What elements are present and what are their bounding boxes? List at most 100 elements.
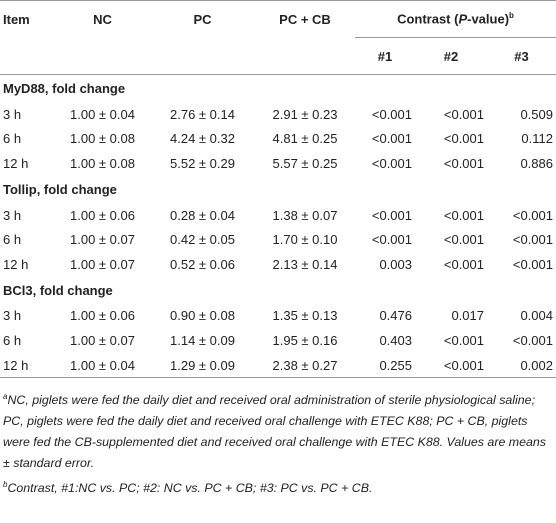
footnote-text: NC, piglets were fed the daily diet and … — [3, 393, 546, 471]
value-cell: <0.001 — [443, 155, 484, 171]
value-cell: 1.00 ± 0.08 — [70, 155, 135, 171]
data-row: 12 h 1.00 ± 0.08 5.52 ± 0.29 5.57 ± 0.25 <0.… — [0, 151, 556, 176]
time-cell: 3 h — [3, 207, 22, 223]
header-cell: #2 — [415, 37, 487, 75]
data-table: Item NC PC PC + CB Contrast (P-value)b #… — [0, 0, 556, 379]
data-row: 12 h 1.00 ± 0.07 0.52 ± 0.06 2.13 ± 0.14 0.0… — [0, 252, 556, 277]
value-cell: <0.001 — [371, 131, 412, 147]
value-cell: 0.28 ± 0.04 — [170, 207, 235, 223]
value-cell: 1.00 ± 0.07 — [70, 256, 135, 272]
data-row: 6 h 1.00 ± 0.07 1.14 ± 0.09 1.95 ± 0.16 0.40… — [0, 328, 556, 353]
header-text: -value) — [467, 11, 510, 27]
footnote-mark: b — [509, 11, 514, 21]
data-row: 3 h 1.00 ± 0.06 0.28 ± 0.04 1.38 ± 0.07 <0.0… — [0, 203, 556, 228]
value-cell: <0.001 — [371, 232, 412, 248]
value-cell: 1.00 ± 0.07 — [70, 332, 135, 348]
value-cell: 0.017 — [451, 308, 484, 324]
footnote-text: Contrast, #1:NC vs. PC; #2: NC vs. PC + … — [7, 481, 373, 496]
data-row: 6 h 1.00 ± 0.07 0.42 ± 0.05 1.70 ± 0.10 <0.0… — [0, 227, 556, 252]
subheader-row: #1 #2 #3 — [0, 37, 556, 75]
footnote: bContrast, #1:NC vs. PC; #2: NC vs. PC +… — [3, 474, 553, 499]
header-cell: #1 — [355, 37, 415, 75]
header-cell: Item — [3, 11, 30, 27]
value-cell: 4.81 ± 0.25 — [272, 131, 338, 147]
value-cell: 5.57 ± 0.25 — [272, 155, 338, 171]
data-row: 12 h 1.00 ± 0.04 1.29 ± 0.09 2.38 ± 0.27 0.2… — [0, 353, 556, 378]
value-cell: <0.001 — [443, 256, 484, 272]
value-cell: 2.38 ± 0.27 — [272, 357, 338, 373]
value-cell: 0.509 — [520, 106, 553, 122]
time-cell: 6 h — [3, 131, 22, 147]
value-cell: 1.14 ± 0.09 — [170, 332, 235, 348]
value-cell: 2.13 ± 0.14 — [272, 256, 338, 272]
footnote-mark: b — [3, 480, 8, 490]
value-cell: 0.003 — [379, 256, 412, 272]
data-row: 3 h 1.00 ± 0.06 0.90 ± 0.08 1.35 ± 0.13 0.47… — [0, 304, 556, 329]
value-cell: 1.00 ± 0.07 — [70, 232, 135, 248]
section-row: Tollip, fold change — [0, 176, 556, 203]
value-cell: 1.00 ± 0.04 — [70, 106, 135, 122]
value-cell: 5.52 ± 0.29 — [170, 155, 235, 171]
value-cell: 0.52 ± 0.06 — [170, 256, 235, 272]
header-row: Item NC PC PC + CB Contrast (P-value)b — [0, 0, 556, 38]
header-text: Contrast ( — [397, 11, 459, 27]
value-cell: <0.001 — [371, 207, 412, 223]
time-cell: 12 h — [3, 256, 29, 272]
header-cell: PC + CB — [279, 11, 331, 27]
value-cell: <0.001 — [443, 106, 484, 122]
value-cell: 0.255 — [379, 357, 412, 373]
value-cell: 2.76 ± 0.14 — [170, 106, 235, 122]
value-cell: <0.001 — [512, 256, 553, 272]
value-cell: 1.38 ± 0.07 — [272, 207, 338, 223]
time-cell: 6 h — [3, 332, 22, 348]
value-cell: <0.001 — [512, 232, 553, 248]
section-title: Tollip, fold change — [3, 181, 117, 197]
data-row: 3 h 1.00 ± 0.04 2.76 ± 0.14 2.91 ± 0.23 <0.0… — [0, 102, 556, 127]
value-cell: 0.002 — [520, 357, 553, 373]
value-cell: <0.001 — [443, 232, 484, 248]
value-cell: 0.112 — [521, 131, 553, 147]
header-cell: #3 — [487, 37, 556, 75]
value-cell: <0.001 — [512, 207, 553, 223]
value-cell: <0.001 — [512, 332, 553, 348]
value-cell: 1.95 ± 0.16 — [272, 332, 338, 348]
time-cell: 3 h — [3, 106, 22, 122]
time-cell: 6 h — [3, 232, 22, 248]
value-cell: 1.29 ± 0.09 — [170, 357, 235, 373]
value-cell: <0.001 — [443, 332, 484, 348]
value-cell: 0.886 — [520, 155, 553, 171]
value-cell: 1.35 ± 0.13 — [272, 308, 338, 324]
section-row: BCl3, fold change — [0, 277, 556, 304]
time-cell: 3 h — [3, 308, 22, 324]
header-cell: Contrast (P-value)b — [355, 0, 556, 38]
time-cell: 12 h — [3, 357, 29, 373]
value-cell: 2.91 ± 0.23 — [272, 106, 338, 122]
value-cell: 1.00 ± 0.06 — [70, 308, 135, 324]
value-cell: <0.001 — [443, 207, 484, 223]
value-cell: 0.403 — [379, 332, 412, 348]
value-cell: <0.001 — [443, 131, 484, 147]
header-cell: NC — [93, 11, 112, 27]
header-cell: PC — [193, 11, 212, 27]
section-title: BCl3, fold change — [3, 282, 113, 298]
value-cell: <0.001 — [371, 155, 412, 171]
value-cell: 1.00 ± 0.06 — [70, 207, 135, 223]
value-cell: 1.00 ± 0.04 — [70, 357, 135, 373]
value-cell: 4.24 ± 0.32 — [170, 131, 235, 147]
footnote: aNC, piglets were fed the daily diet and… — [3, 386, 553, 474]
data-row: 6 h 1.00 ± 0.08 4.24 ± 0.32 4.81 ± 0.25 <0.0… — [0, 127, 556, 152]
footnotes: aNC, piglets were fed the daily diet and… — [0, 378, 556, 499]
header-text: P — [458, 11, 468, 27]
section-row: MyD88, fold change — [0, 75, 556, 103]
value-cell: 0.42 ± 0.05 — [170, 232, 235, 248]
value-cell: 0.476 — [379, 308, 412, 324]
value-cell: 1.00 ± 0.08 — [70, 131, 135, 147]
value-cell: 1.70 ± 0.10 — [272, 232, 338, 248]
value-cell: <0.001 — [371, 106, 412, 122]
time-cell: 12 h — [3, 155, 29, 171]
value-cell: <0.001 — [443, 357, 484, 373]
footnote-mark: a — [3, 392, 8, 402]
value-cell: 0.90 ± 0.08 — [170, 308, 235, 324]
value-cell: 0.004 — [520, 308, 553, 324]
